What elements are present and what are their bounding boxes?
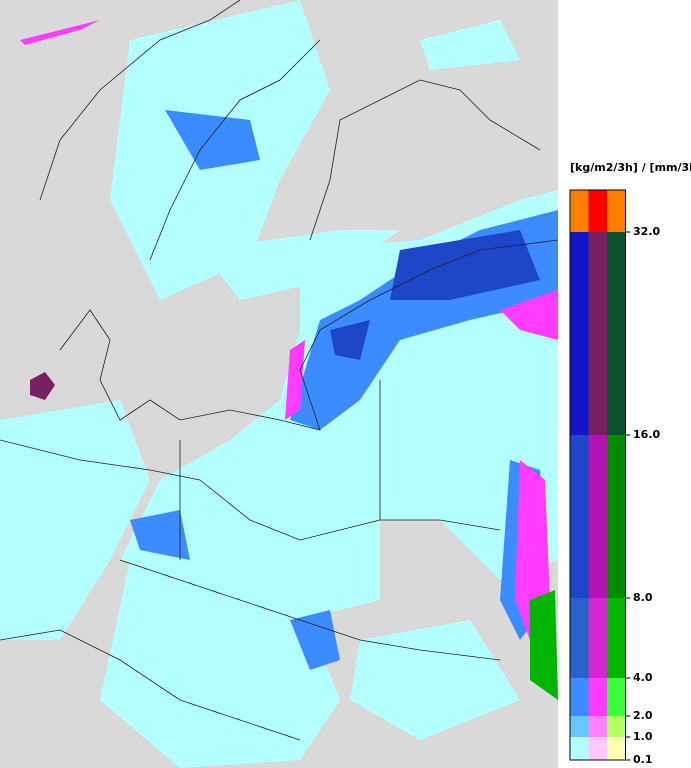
tick-label: 2.0 bbox=[633, 709, 653, 722]
legend-swatch bbox=[607, 598, 626, 678]
legend-swatch bbox=[570, 737, 589, 760]
legend-frame bbox=[569, 189, 626, 761]
legend-swatch bbox=[588, 716, 607, 737]
legend-swatch bbox=[570, 232, 589, 435]
legend-swatch bbox=[588, 435, 607, 598]
legend-swatch bbox=[570, 678, 589, 716]
legend-swatch bbox=[607, 678, 626, 716]
tick-label: 0.1 bbox=[633, 753, 653, 766]
legend-swatch bbox=[588, 737, 607, 760]
legend: 0.1 1.0 2.0 4.0 8.0 16.0 32.0 bbox=[569, 189, 660, 766]
legend-swatch bbox=[607, 737, 626, 760]
legend-swatch bbox=[570, 435, 589, 598]
tick-label: 8.0 bbox=[633, 591, 653, 604]
legend-swatch bbox=[607, 190, 626, 232]
legend-title: [kg/m2/3h] / [mm/3h] bbox=[570, 161, 691, 174]
legend-swatch bbox=[570, 598, 589, 678]
legend-swatch bbox=[588, 190, 607, 232]
legend-swatch bbox=[570, 716, 589, 737]
legend-swatch bbox=[570, 190, 589, 232]
tick-label: 32.0 bbox=[633, 225, 660, 238]
tick-label: 1.0 bbox=[633, 730, 653, 743]
legend-swatch bbox=[588, 678, 607, 716]
legend-swatch bbox=[607, 232, 626, 435]
map bbox=[0, 0, 559, 768]
tick-label: 4.0 bbox=[633, 671, 653, 684]
legend-swatch bbox=[588, 598, 607, 678]
legend-swatch bbox=[607, 435, 626, 598]
tick-label: 16.0 bbox=[633, 428, 660, 441]
legend-swatch bbox=[588, 232, 607, 435]
legend-swatch bbox=[607, 716, 626, 737]
